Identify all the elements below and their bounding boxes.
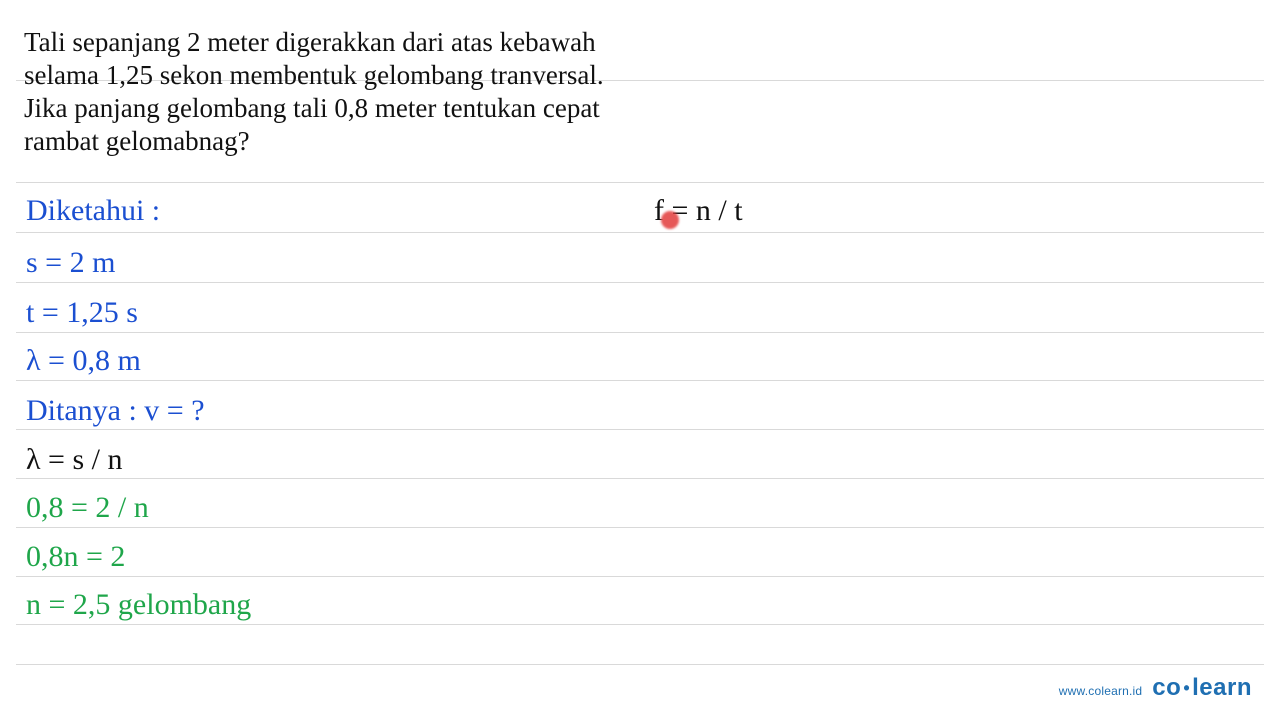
work-row: t = 1,25 s xyxy=(26,298,138,328)
footer-url: www.colearn.id xyxy=(1059,684,1143,698)
footer-brand-left: co xyxy=(1152,674,1181,701)
rule-line xyxy=(16,282,1264,283)
footer: www.colearn.id co•learn xyxy=(1059,674,1252,702)
footer-brand-right: learn xyxy=(1192,674,1252,701)
question-line: rambat gelomabnag? xyxy=(24,125,1280,158)
question-line: selama 1,25 sekon membentuk gelombang tr… xyxy=(24,59,1280,92)
work-row: λ = 0,8 m xyxy=(26,346,141,376)
work-row: Diketahui : xyxy=(26,196,160,226)
rule-line xyxy=(16,332,1264,333)
rule-line xyxy=(16,576,1264,577)
work-row: n = 2,5 gelombang xyxy=(26,590,251,620)
work-row: s = 2 m xyxy=(26,248,115,278)
page: Tali sepanjang 2 meter digerakkan dari a… xyxy=(0,0,1280,720)
rule-line xyxy=(16,429,1264,430)
rule-line xyxy=(16,527,1264,528)
work-row: 0,8 = 2 / n xyxy=(26,493,149,523)
work-row: 0,8n = 2 xyxy=(26,542,125,572)
annotation-pointer-icon xyxy=(661,211,679,229)
footer-brand: co•learn xyxy=(1152,674,1252,702)
question-text: Tali sepanjang 2 meter digerakkan dari a… xyxy=(0,26,1280,158)
rule-line xyxy=(16,182,1264,183)
rule-line xyxy=(16,232,1264,233)
question-line: Tali sepanjang 2 meter digerakkan dari a… xyxy=(24,26,1280,59)
rule-line xyxy=(16,624,1264,625)
question-line: Jika panjang gelombang tali 0,8 meter te… xyxy=(24,92,1280,125)
dot-icon: • xyxy=(1181,678,1192,698)
work-row: λ = s / n xyxy=(26,445,122,475)
work-row: Ditanya : v = ? xyxy=(26,396,205,426)
rule-line xyxy=(16,664,1264,665)
rule-line xyxy=(16,380,1264,381)
rule-line xyxy=(16,478,1264,479)
